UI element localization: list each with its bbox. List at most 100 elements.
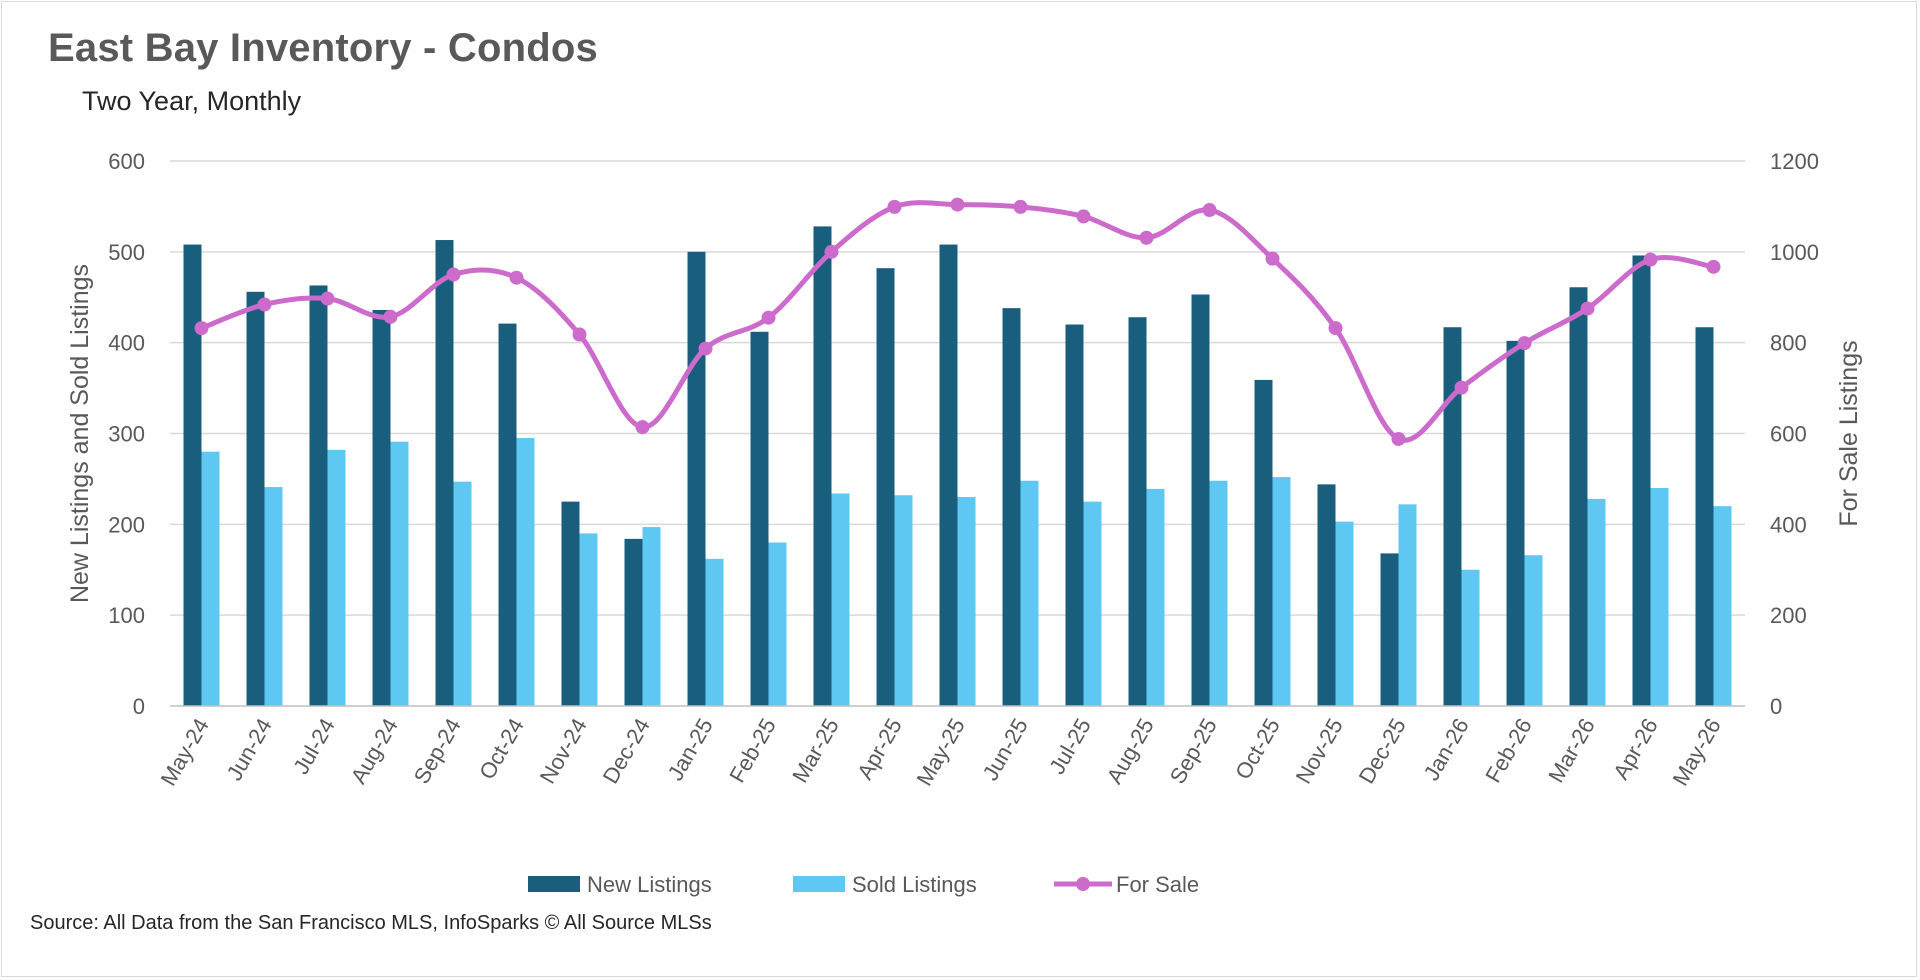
- x-tick-label: Mar-26: [1543, 714, 1599, 787]
- x-tick-label: Jul-24: [288, 714, 340, 778]
- bar-new-listings: [1128, 317, 1147, 706]
- bar-new-listings: [1443, 327, 1462, 706]
- y-tick-label: 300: [108, 422, 145, 447]
- bar-new-listings: [624, 538, 643, 706]
- x-tick-label: Dec-24: [598, 714, 655, 788]
- y2-axis-title: For Sale Listings: [1835, 340, 1863, 526]
- x-tick-label: Jun-25: [978, 714, 1033, 785]
- x-tick-label: May-24: [155, 714, 213, 790]
- legend-label-new-listings: New Listings: [587, 872, 712, 897]
- bar-sold-listings: [831, 493, 850, 706]
- y-tick-label: 200: [108, 512, 145, 537]
- for-sale-point: [698, 341, 713, 356]
- bar-new-listings: [1191, 294, 1210, 706]
- bar-new-listings: [183, 244, 202, 707]
- bar-new-listings: [750, 331, 769, 706]
- x-tick-label: Feb-26: [1480, 714, 1537, 787]
- y2-tick-label: 600: [1770, 422, 1807, 447]
- for-sale-point: [1139, 230, 1154, 245]
- x-tick-label: Sep-25: [1165, 714, 1222, 788]
- y2-tick-label: 200: [1770, 603, 1807, 628]
- bar-sold-listings: [327, 449, 346, 706]
- bar-sold-listings: [264, 487, 283, 706]
- for-sale-point: [1454, 380, 1469, 395]
- for-sale-point: [1013, 199, 1028, 214]
- bar-sold-listings: [453, 481, 472, 706]
- legend-swatch-for-sale-marker: [1076, 877, 1090, 891]
- for-sale-point: [1391, 431, 1406, 446]
- for-sale-point: [509, 270, 524, 285]
- bar-sold-listings: [1083, 501, 1102, 706]
- bar-new-listings: [372, 309, 391, 706]
- x-tick-label: Jul-25: [1044, 714, 1096, 778]
- y-tick-label: 500: [108, 240, 145, 265]
- x-tick-label: May-25: [911, 714, 969, 790]
- bar-sold-listings: [390, 441, 409, 706]
- bar-new-listings: [1065, 324, 1084, 706]
- for-sale-point: [887, 199, 902, 214]
- for-sale-point: [1076, 209, 1091, 224]
- x-tick-label: Oct-25: [1230, 714, 1285, 784]
- bar-new-listings: [1695, 327, 1714, 706]
- bar-new-listings: [876, 268, 895, 706]
- for-sale-point: [950, 197, 965, 212]
- x-tick-label: Jun-24: [222, 714, 277, 785]
- bar-sold-listings: [1209, 480, 1228, 706]
- bar-sold-listings: [1713, 506, 1732, 706]
- bar-new-listings: [246, 291, 265, 706]
- x-tick-label: Apr-26: [1608, 714, 1663, 784]
- bar-sold-listings: [1524, 555, 1543, 706]
- for-sale-point: [1517, 336, 1532, 351]
- y2-tick-label: 1000: [1770, 240, 1819, 265]
- y-axis-title: New Listings and Sold Listings: [66, 264, 94, 603]
- for-sale-point: [1265, 251, 1280, 266]
- for-sale-point: [1580, 301, 1595, 316]
- bar-sold-listings: [1335, 521, 1354, 706]
- for-sale-point: [1202, 203, 1217, 218]
- x-tick-label: Aug-24: [346, 714, 403, 788]
- bar-sold-listings: [1146, 488, 1165, 706]
- bar-sold-listings: [705, 558, 724, 706]
- chart-source: Source: All Data from the San Francisco …: [30, 912, 712, 934]
- bar-new-listings: [687, 251, 706, 707]
- bar-new-listings: [1380, 553, 1399, 706]
- x-tick-label: Sep-24: [409, 714, 466, 788]
- bar-sold-listings: [579, 533, 598, 706]
- bar-sold-listings: [642, 527, 661, 706]
- bar-new-listings: [498, 323, 517, 706]
- bar-new-listings: [813, 226, 832, 706]
- x-tick-label: Oct-24: [474, 714, 529, 784]
- legend-swatch-new-listings: [528, 876, 580, 892]
- for-sale-point: [194, 321, 209, 336]
- y2-tick-label: 800: [1770, 331, 1807, 356]
- for-sale-point: [635, 420, 650, 435]
- for-sale-point: [1328, 321, 1343, 336]
- bar-new-listings: [1506, 340, 1525, 706]
- x-tick-label: Mar-25: [787, 714, 843, 787]
- bar-new-listings: [1002, 308, 1021, 706]
- legend-swatch-sold-listings: [793, 876, 845, 892]
- for-sale-point: [1706, 259, 1721, 274]
- bar-new-listings: [435, 240, 454, 706]
- bar-sold-listings: [1587, 498, 1606, 706]
- bar-new-listings: [309, 285, 328, 706]
- for-sale-line-group: [194, 197, 1721, 446]
- bar-new-listings: [939, 244, 958, 707]
- bar-sold-listings: [201, 451, 220, 706]
- x-tick-label: Dec-25: [1354, 714, 1411, 788]
- x-tick-label: Nov-24: [535, 714, 592, 788]
- for-sale-point: [383, 309, 398, 324]
- for-sale-point: [572, 327, 587, 342]
- y-tick-label: 100: [108, 603, 145, 628]
- x-tick-label: May-26: [1667, 714, 1725, 790]
- bar-sold-listings: [894, 495, 913, 706]
- bars-group: [183, 226, 1732, 707]
- y-tick-label: 400: [108, 331, 145, 356]
- bar-sold-listings: [1272, 477, 1291, 706]
- legend: New Listings Sold Listings For Sale: [528, 872, 1199, 897]
- bar-new-listings: [1632, 255, 1651, 706]
- chart-title: East Bay Inventory - Condos: [48, 26, 598, 70]
- y2-tick-label: 1200: [1770, 149, 1819, 174]
- x-tick-label: Aug-25: [1102, 714, 1159, 788]
